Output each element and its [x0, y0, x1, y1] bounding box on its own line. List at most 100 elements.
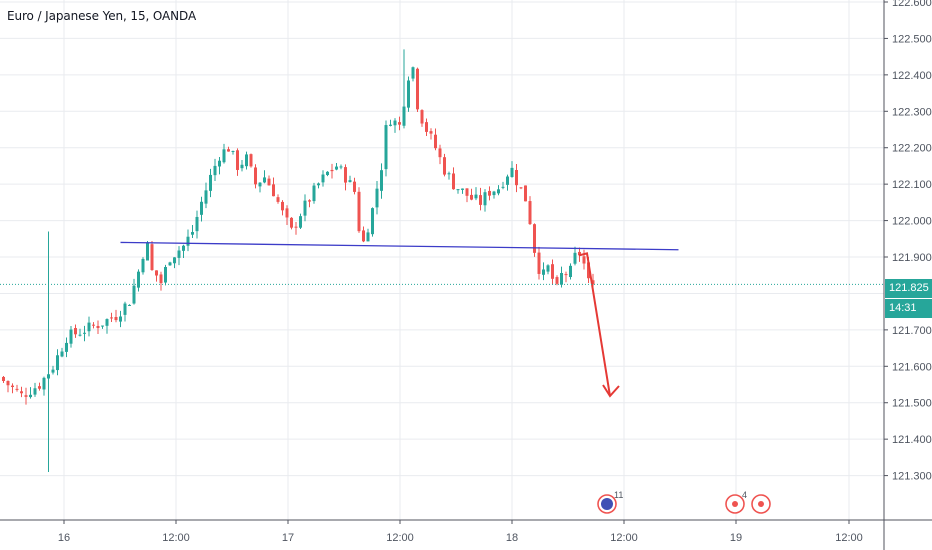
drawings[interactable]: [120, 241, 679, 398]
candle-body: [56, 355, 59, 371]
candle-body: [231, 150, 235, 152]
candle-body: [51, 369, 55, 373]
candle-body: [74, 328, 77, 335]
candle-body: [240, 164, 244, 169]
candle-body: [141, 258, 145, 273]
price-tick-label: 122.500: [892, 33, 932, 45]
candle-body: [452, 173, 455, 190]
price-tick-label: 121.400: [892, 434, 932, 446]
price-tick-label: 121.900: [892, 252, 932, 264]
candle-body: [380, 170, 383, 191]
event-dot: [758, 501, 764, 507]
price-tick-label: 122.400: [892, 70, 932, 82]
candle-body: [492, 191, 496, 196]
candle-body: [564, 274, 568, 276]
time-tick-label: 12:00: [835, 532, 863, 544]
candle-body: [33, 388, 37, 395]
candle-body: [132, 285, 136, 304]
candle-body: [542, 269, 545, 275]
candle-body: [2, 376, 5, 381]
candle-body: [479, 195, 482, 205]
candle-body: [69, 329, 73, 344]
candle-body: [339, 166, 343, 168]
candle-body: [384, 125, 388, 170]
candles: [2, 49, 595, 472]
candle-body: [83, 332, 86, 334]
candle-body: [420, 110, 424, 124]
events[interactable]: 11 4: [597, 490, 771, 514]
candle-body: [290, 217, 293, 228]
candle-body: [555, 277, 559, 284]
price-tick-label: 121.500: [892, 398, 932, 410]
candle-body: [15, 388, 19, 390]
candle-body: [92, 324, 95, 326]
candle-body: [182, 245, 185, 251]
candle-body: [155, 270, 158, 276]
candle-body: [227, 149, 230, 152]
candle-body: [168, 262, 172, 266]
candle-body: [465, 188, 469, 196]
candle-body: [303, 200, 307, 216]
candle-body: [344, 167, 347, 183]
candle-body: [362, 230, 365, 242]
candle-body: [456, 189, 460, 191]
time-tick-label: 12:00: [610, 532, 638, 544]
candle-body: [366, 232, 370, 242]
candle-body: [402, 106, 406, 126]
candle-body: [159, 274, 163, 284]
symbol-title[interactable]: Euro / Japanese Yen, 15, OANDA: [7, 9, 197, 23]
candle-body: [263, 177, 266, 183]
time-tick-label: 16: [58, 532, 70, 544]
candle-body: [186, 236, 190, 246]
candle-body: [461, 188, 464, 190]
candle-body: [20, 391, 23, 394]
candle-body: [434, 134, 437, 149]
candle-body: [312, 185, 316, 202]
candle-body: [578, 251, 581, 256]
candle-body: [537, 252, 541, 274]
economic-event-icon[interactable]: 4: [725, 490, 747, 514]
candle-body: [560, 273, 563, 285]
candle-body: [416, 68, 419, 110]
candle-body: [515, 170, 518, 186]
candle-body: [195, 216, 199, 232]
candle-body: [533, 224, 536, 253]
price-tick-label: 122.600: [892, 0, 932, 9]
event-flag: [601, 498, 613, 510]
candle-body: [29, 394, 32, 398]
candle-body: [393, 120, 397, 126]
time-tick-label: 12:00: [386, 532, 414, 544]
candle-body: [60, 351, 64, 357]
candle-body: [510, 167, 514, 177]
candle-body: [11, 385, 14, 388]
candle-body: [551, 264, 554, 279]
candle-body: [254, 167, 257, 185]
candle-body: [308, 200, 311, 202]
candle-body: [330, 169, 334, 172]
candle-body: [38, 386, 41, 389]
candle-body: [371, 208, 374, 235]
price-tick-label: 122.200: [892, 143, 932, 155]
candle-body: [249, 154, 253, 167]
time-tick-label: 18: [506, 532, 518, 544]
current-price-tag: 121.825: [885, 279, 932, 298]
candle-body: [276, 197, 280, 202]
candle-body: [429, 131, 433, 134]
price-tick-label: 122.100: [892, 179, 932, 191]
candle-body: [218, 160, 221, 167]
economic-calendar-icon[interactable]: 11: [597, 490, 623, 514]
trendline: [120, 241, 679, 251]
candle-body: [110, 317, 113, 319]
candle-body: [281, 201, 284, 211]
candle-body: [236, 150, 239, 170]
candle-body: [353, 181, 356, 192]
candle-body: [137, 271, 140, 288]
event-count: 11: [614, 490, 623, 500]
candle-body: [506, 176, 509, 185]
price-tick-label: 121.600: [892, 361, 932, 373]
economic-event-icon[interactable]: [751, 494, 771, 514]
event-dot: [732, 501, 738, 507]
